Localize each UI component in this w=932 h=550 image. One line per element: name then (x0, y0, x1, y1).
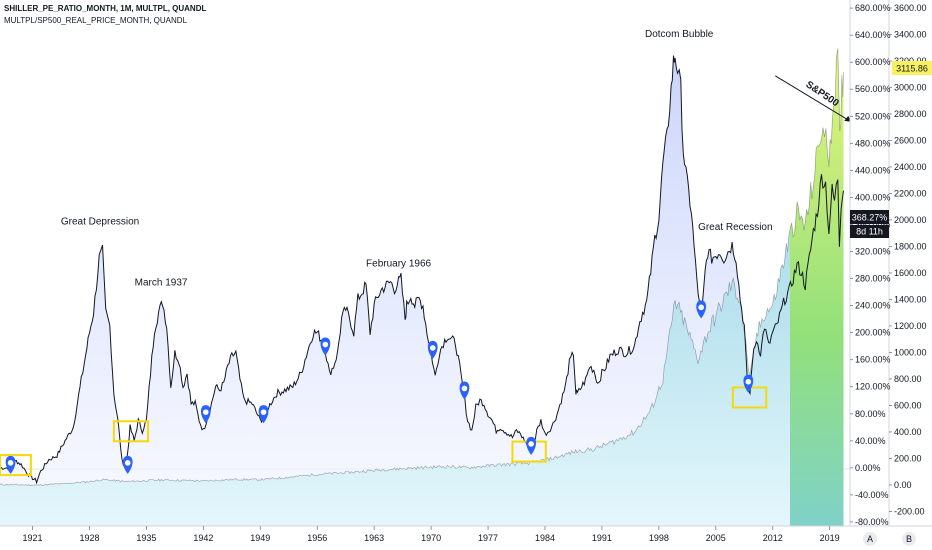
percent-tick-label: 680.00% (855, 3, 891, 13)
price-scale-button-b-label: B (906, 534, 912, 544)
percent-tick-label: 360.00% (855, 219, 891, 229)
percent-tick-label: 120.00% (855, 382, 891, 392)
map-pin-icon[interactable] (526, 436, 537, 455)
x-tick-label: 1956 (307, 533, 327, 543)
price-tick-label: 2400.00 (894, 162, 927, 172)
price-tick-label: 3000.00 (894, 82, 927, 92)
compare-symbol-title[interactable]: MULTPL/SP500_REAL_PRICE_MONTH, QUANDL (4, 16, 188, 25)
percent-tick-label: -80.00% (855, 517, 889, 527)
trough-markers (5, 300, 754, 474)
map-pin-icon[interactable] (696, 300, 707, 319)
annotation-label: March 1937 (135, 277, 188, 288)
percent-tick-label: 200.00% (855, 328, 891, 338)
price-tick-label: 2000.00 (894, 215, 927, 225)
x-tick-label: 1998 (649, 533, 669, 543)
price-tick-label: 3600.00 (894, 3, 927, 13)
right-axes: 680.00% 640.00% 600.00% 560.00% 520.00% 480.0… (849, 0, 927, 527)
map-pin-icon[interactable] (200, 405, 211, 424)
percent-tick-label: 520.00% (855, 111, 891, 121)
price-tick-label: 800.00 (894, 374, 922, 384)
price-tick-label: 400.00 (894, 427, 922, 437)
map-pin-icon[interactable] (122, 455, 133, 474)
last-percent-text: 368.27% (852, 213, 888, 223)
annotation-label: Great Recession (698, 222, 772, 233)
x-tick-label: 1935 (136, 533, 156, 543)
percent-tick-label: 40.00% (855, 436, 886, 446)
map-pin-icon[interactable] (5, 455, 16, 474)
countdown-text: 8d 11h (856, 227, 883, 237)
price-tick-label: 2800.00 (894, 109, 927, 119)
x-tick-label: 1991 (592, 533, 612, 543)
price-scale-button-a-label: A (867, 534, 873, 544)
percent-tick-label: 600.00% (855, 57, 891, 67)
price-tick-label: 2600.00 (894, 135, 927, 145)
price-tick-label: 600.00 (894, 400, 922, 410)
percent-tick-label: 480.00% (855, 138, 891, 148)
x-tick-label: 1928 (79, 533, 99, 543)
percent-tick-label: 280.00% (855, 274, 891, 284)
price-tick-label: -200.00 (894, 506, 925, 516)
annotation-label: Dotcom Bubble (645, 29, 714, 40)
percent-tick-label: 0.00% (855, 463, 881, 473)
price-tick-label: 1600.00 (894, 268, 927, 278)
percent-tick-label: 160.00% (855, 355, 891, 365)
last-price-label: 3115.86 (892, 61, 932, 75)
percent-tick-label: 640.00% (855, 30, 891, 40)
price-tick-label: 1800.00 (894, 241, 927, 251)
sp500-recent-gain-area (790, 48, 844, 526)
x-tick-label: 2005 (706, 533, 726, 543)
price-tick-label: 2200.00 (894, 188, 927, 198)
symbol-title[interactable]: SHILLER_PE_RATIO_MONTH, 1M, MULTPL, QUAN… (4, 4, 207, 13)
percent-axis[interactable]: 680.00% 640.00% 600.00% 560.00% 520.00% 480.0… (850, 3, 891, 527)
price-tick-label: 3400.00 (894, 29, 927, 39)
pe-ratio-line (0, 55, 844, 485)
sp500-price-line (0, 48, 844, 487)
x-tick-label: 1963 (364, 533, 384, 543)
percent-tick-label: 240.00% (855, 301, 891, 311)
price-tick-label: 1000.00 (894, 347, 927, 357)
map-pin-icon[interactable] (459, 381, 470, 400)
price-tick-label: 3200.00 (894, 56, 927, 66)
price-tick-label: 200.00 (894, 453, 922, 463)
x-tick-label: 1949 (250, 533, 270, 543)
x-tick-label: 1921 (23, 533, 43, 543)
x-axis[interactable]: 1921 1928 1935 1942 1949 1956 1963 1970 1977 1984… (0, 525, 932, 543)
map-pin-icon[interactable] (320, 337, 331, 356)
x-tick-label: 1970 (421, 533, 441, 543)
arrow-line (775, 75, 850, 122)
last-price-text: 3115.86 (896, 64, 928, 74)
price-tick-label: 0.00 (894, 480, 912, 490)
x-tick-label: 2012 (763, 533, 783, 543)
percent-tick-label: 400.00% (855, 192, 891, 202)
price-tick-label: 1200.00 (894, 321, 927, 331)
plot-area: Great Depression March 1937 February 1966 D… (0, 29, 850, 526)
annotation-label: February 1966 (366, 258, 431, 269)
percent-tick-label: -40.00% (855, 490, 889, 500)
percent-tick-label: 560.00% (855, 84, 891, 94)
price-axis[interactable]: 3600.00 3400.00 3200.00 3000.00 2800.00 2600.… (889, 3, 927, 516)
price-scale-button-a[interactable]: A (863, 532, 877, 546)
x-tick-label: 1977 (478, 533, 498, 543)
percent-tick-label: 320.00% (855, 247, 891, 257)
price-tick-label: 1400.00 (894, 294, 927, 304)
x-tick-label: 1984 (535, 533, 555, 543)
map-pin-icon[interactable] (427, 340, 438, 359)
price-scale-button-b[interactable]: B (902, 532, 916, 546)
last-percent-label: 368.27% 8d 11h (850, 210, 889, 238)
highlight-box (112, 420, 150, 443)
arrow-head-icon (844, 115, 850, 122)
x-tick-label: 2019 (820, 533, 840, 543)
map-pin-icon[interactable] (743, 374, 754, 393)
annotation-label: Great Depression (61, 216, 139, 227)
percent-tick-label: 80.00% (855, 409, 886, 419)
sp500-price-area (0, 48, 844, 526)
map-pin-icon[interactable] (258, 405, 269, 424)
highlight-box (0, 454, 32, 477)
x-tick-label: 1942 (193, 533, 213, 543)
percent-tick-label: 440.00% (855, 165, 891, 175)
